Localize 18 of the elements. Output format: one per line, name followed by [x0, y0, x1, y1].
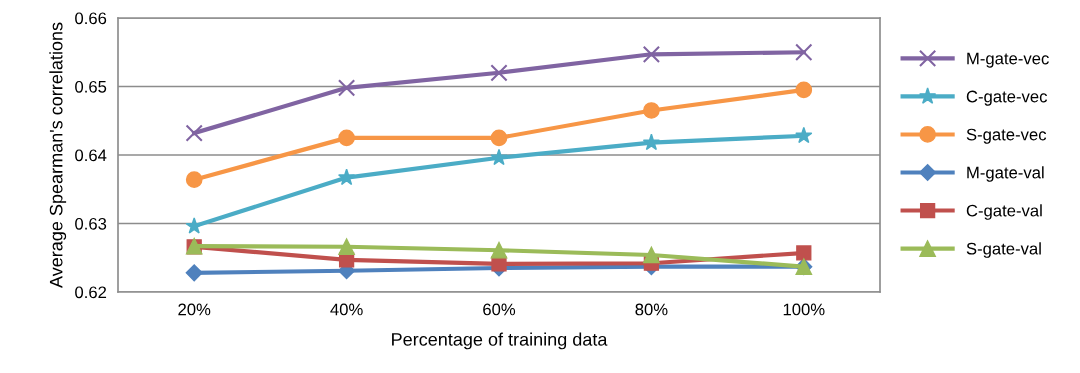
x-tick-label: 80%	[635, 303, 668, 316]
y-tick-label: 0.65	[75, 80, 107, 93]
legend-label: M-gate-val	[967, 166, 1044, 182]
y-tick-label: 0.63	[75, 217, 107, 230]
legend-label: S-gate-val	[966, 242, 1041, 258]
legend-label: C-gate-val	[966, 204, 1042, 220]
y-tick-label: 0.64	[75, 149, 107, 162]
y-axis-title: Average Spearman's correlations	[49, 22, 67, 288]
x-tick-label: 20%	[178, 303, 211, 316]
legend-label: M-gate-vec	[967, 52, 1049, 68]
x-tick-label: 100%	[783, 303, 825, 316]
x-tick-label: 40%	[330, 303, 363, 316]
y-tick-label: 0.62	[75, 286, 107, 299]
x-axis-title: Percentage of training data	[392, 332, 608, 350]
legend-label: S-gate-vec	[966, 128, 1047, 144]
x-tick-label: 60%	[483, 303, 516, 316]
y-tick-label: 0.66	[75, 12, 107, 25]
legend-label: C-gate-vec	[966, 90, 1048, 106]
